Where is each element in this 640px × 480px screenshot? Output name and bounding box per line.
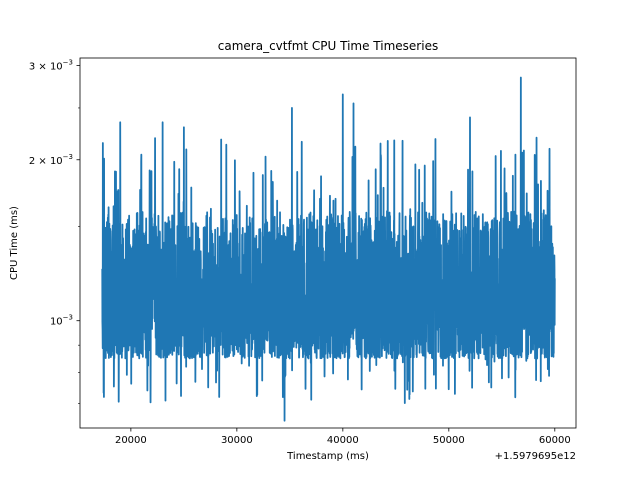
y-tick-label: 3 × 10−3 — [29, 59, 73, 73]
y-tick-label: 2 × 10−3 — [29, 153, 73, 167]
x-tick-label: 50000 — [433, 435, 465, 446]
y-tick-label: 10−3 — [50, 314, 73, 328]
plot-area — [101, 76, 556, 422]
plot-frame — [79, 57, 577, 429]
series-line — [101, 76, 556, 422]
chart-title: camera_cvtfmt CPU Time Timeseries — [218, 39, 438, 53]
x-axis: 20000 30000 40000 50000 60000 — [115, 428, 571, 446]
x-axis-label: Timestamp (ms) — [286, 451, 369, 462]
y-axis-label: CPU Time (ms) — [9, 206, 20, 280]
x-offset-label: +1.5979695e12 — [495, 451, 576, 462]
x-tick-label: 60000 — [539, 435, 571, 446]
x-tick-label: 20000 — [115, 435, 147, 446]
x-tick-label: 40000 — [327, 435, 359, 446]
y-axis: 10−3 2 × 10−3 3 × 10−3 — [29, 59, 80, 404]
x-tick-label: 30000 — [221, 435, 253, 446]
